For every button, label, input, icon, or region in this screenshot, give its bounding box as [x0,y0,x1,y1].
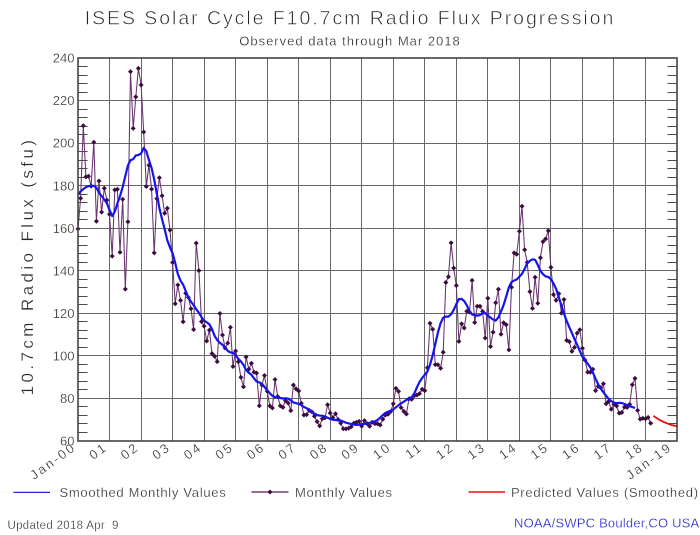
svg-text:Observed data through Mar 2018: Observed data through Mar 2018 [239,34,461,49]
svg-text:100: 100 [53,349,75,364]
svg-text:Predicted Values (Smoothed): Predicted Values (Smoothed) [511,485,699,500]
svg-text:180: 180 [53,178,75,193]
svg-text:80: 80 [60,391,74,406]
svg-text:ISES Solar Cycle F10.7cm Radio: ISES Solar Cycle F10.7cm Radio Flux Prog… [85,8,616,30]
svg-text:160: 160 [53,221,75,236]
svg-text:220: 220 [53,93,75,108]
svg-text:10.7cm Radio Flux (sfu): 10.7cm Radio Flux (sfu) [18,137,37,396]
svg-text:60: 60 [60,434,74,449]
svg-text:240: 240 [53,51,75,66]
svg-text:200: 200 [53,136,75,151]
svg-text:120: 120 [53,306,75,321]
svg-text:Monthly Values: Monthly Values [295,485,393,500]
svg-text:Smoothed Monthly Values: Smoothed Monthly Values [60,485,227,500]
svg-text:140: 140 [53,263,75,278]
svg-text:Updated 2018 Apr 9: Updated 2018 Apr 9 [8,520,119,532]
svg-text:NOAA/SWPC Boulder,CO USA: NOAA/SWPC Boulder,CO USA [514,516,700,531]
